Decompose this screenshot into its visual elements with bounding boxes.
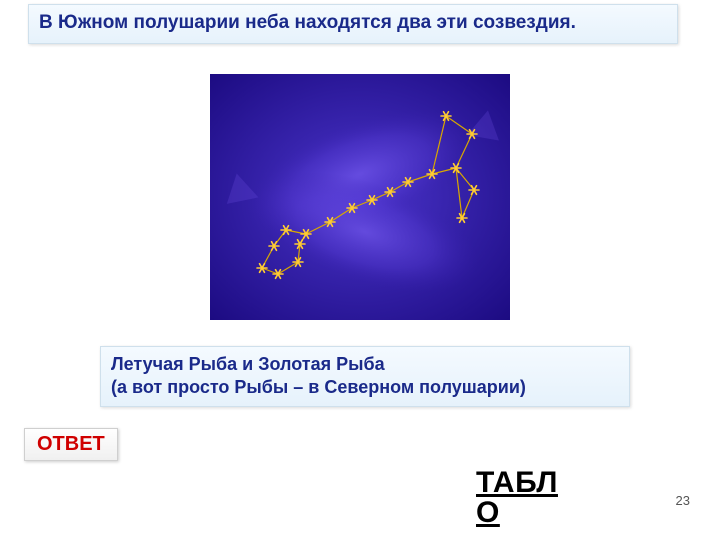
- answer-button[interactable]: ОТВЕТ: [24, 428, 118, 461]
- tablo-line2: О: [476, 496, 500, 529]
- constellation-figure: [210, 74, 510, 320]
- tablo-link[interactable]: ТАБЛ О: [476, 468, 596, 528]
- tablo-line1: ТАБЛ: [476, 466, 558, 499]
- answer-box: Летучая Рыба и Золотая Рыба (а вот прост…: [100, 346, 630, 407]
- answer-line1: Летучая Рыба и Золотая Рыба: [111, 354, 385, 374]
- page-number: 23: [676, 493, 690, 508]
- answer-line2: (а вот просто Рыбы – в Северном полушари…: [111, 377, 526, 397]
- question-text: В Южном полушарии неба находятся два эти…: [39, 12, 576, 33]
- question-box: В Южном полушарии неба находятся два эти…: [28, 4, 678, 44]
- answer-button-label: ОТВЕТ: [37, 433, 105, 455]
- constellation-svg: [210, 74, 510, 320]
